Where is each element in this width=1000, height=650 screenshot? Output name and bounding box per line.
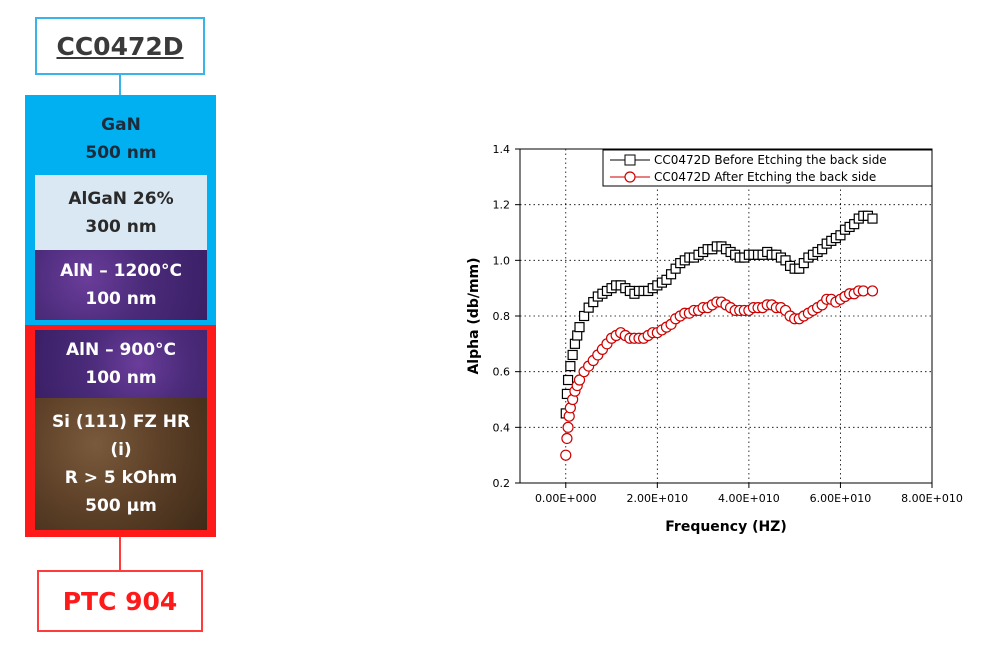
y-axis-title: Alpha (db/mm) — [466, 257, 482, 374]
layer-algan: AlGaN 26% 300 nm — [35, 175, 207, 250]
y-tick-label: 0.8 — [493, 310, 511, 323]
legend-box — [602, 149, 933, 187]
y-tick-label: 0.6 — [493, 366, 511, 379]
layer-si-resistivity: R > 5 kOhm — [64, 468, 178, 488]
x-tick-label: 0.00E+000 — [535, 492, 597, 505]
layer-aln-900: AlN – 900°C 100 nm — [35, 330, 207, 398]
bottom-connector — [119, 537, 121, 570]
data-point-square — [867, 213, 878, 224]
layer-si-material: Si (111) FZ HR — [51, 412, 191, 432]
data-point-square — [574, 322, 585, 333]
y-tick-label: 1.2 — [493, 199, 511, 212]
legend-marker-circle — [624, 171, 636, 183]
x-tick-label: 2.00E+010 — [627, 492, 689, 505]
data-point-circle — [857, 285, 869, 297]
chart-legend: CC0472D Before Etching the back side CC0… — [602, 149, 933, 187]
layer-aln-1200: AlN – 1200°C 100 nm — [35, 250, 207, 320]
layer-gan-thickness: 500 nm — [85, 143, 157, 163]
layer-aln-1200-thickness: 100 nm — [85, 289, 157, 309]
series-before-etching — [560, 210, 878, 419]
layer-aln-1200-material: AlN – 1200°C — [60, 261, 182, 281]
layer-si-thickness: 500 µm — [85, 496, 157, 516]
x-tick-label: 4.00E+010 — [718, 492, 780, 505]
data-point-square — [567, 349, 578, 361]
top-label: CC0472D — [35, 17, 205, 75]
x-tick-label: 6.00E+010 — [810, 492, 872, 505]
axis-ticks: 0.2 0.4 0.6 0.8 1.0 1.2 1.4 0.00E+000 2.00E+010 4… — [493, 143, 963, 505]
layer-si-type: (i) — [110, 440, 132, 460]
legend-marker-square — [624, 154, 636, 166]
y-tick-label: 1.4 — [493, 143, 511, 156]
series-after-etching — [560, 285, 879, 461]
y-tick-label: 1.0 — [493, 254, 511, 267]
y-tick-label: 0.4 — [493, 421, 511, 434]
data-point-circle — [573, 374, 586, 386]
data-point-square — [572, 330, 583, 341]
layer-algan-thickness: 300 nm — [85, 216, 157, 237]
data-point-circle — [866, 285, 879, 297]
layer-algan-material: AlGaN 26% — [68, 188, 174, 209]
x-axis-title: Frequency (HZ) — [665, 519, 786, 535]
layer-gan: GaN 500 nm — [35, 103, 207, 175]
y-tick-label: 0.2 — [493, 477, 511, 490]
layer-aln-900-thickness: 100 nm — [85, 368, 157, 388]
layer-aln-900-material: AlN – 900°C — [65, 340, 176, 360]
x-tick-label: 8.00E+010 — [901, 492, 963, 505]
top-connector — [119, 75, 121, 95]
data-point-square — [569, 338, 581, 349]
layer-gan-material: GaN — [101, 115, 141, 135]
data-point-square — [565, 361, 576, 372]
layer-si-substrate: Si (111) FZ HR (i) R > 5 kOhm 500 µm — [35, 398, 207, 530]
data-series — [560, 210, 879, 461]
legend-label-after: CC0472D After Etching the back side — [654, 170, 876, 184]
legend-label-before: CC0472D Before Etching the back side — [654, 153, 887, 167]
data-point-circle — [560, 449, 572, 461]
data-point-circle — [562, 421, 574, 433]
data-point-square — [562, 374, 574, 386]
bottom-label: PTC 904 — [37, 570, 203, 632]
data-point-circle — [561, 432, 573, 445]
data-point-square — [578, 310, 590, 322]
